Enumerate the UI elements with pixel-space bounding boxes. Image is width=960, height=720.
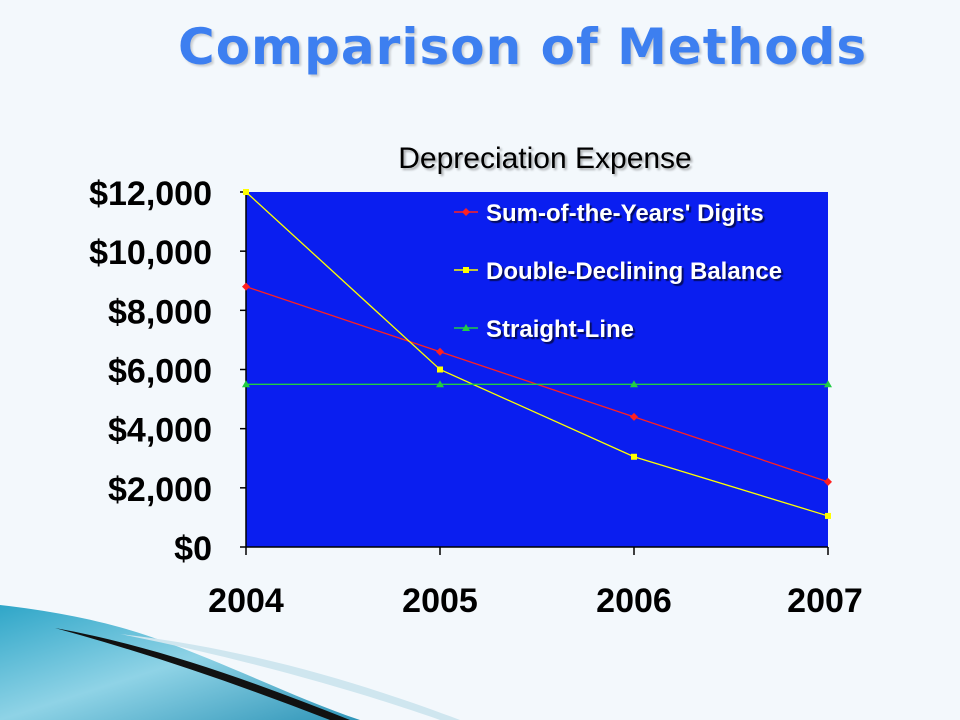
data-point-s0-0 — [242, 282, 250, 291]
legend-marker-0 — [462, 208, 470, 216]
x-tick-label: 2007 — [787, 582, 863, 620]
data-point-s2-2 — [630, 380, 638, 388]
series-line-1 — [245, 191, 829, 517]
data-point-s1-0 — [243, 189, 249, 195]
legend-marker-2 — [462, 324, 470, 331]
plot-area — [246, 192, 828, 547]
y-tick-label: $4,000 — [108, 412, 212, 450]
chart-title: Depreciation Expense — [398, 142, 692, 175]
y-tick-label: $6,000 — [108, 353, 212, 391]
y-tick-label: $2,000 — [108, 471, 212, 509]
slide-title: Comparison of Methods — [178, 18, 868, 76]
y-tick-label: $12,000 — [89, 175, 212, 213]
legend-label-1: Double-Declining Balance — [486, 258, 782, 285]
legend-label-2: Straight-Line — [486, 316, 634, 343]
legend-label-0: Sum-of-the-Years' Digits — [486, 200, 764, 227]
data-point-s1-2 — [631, 453, 637, 460]
y-tick-label: $8,000 — [108, 293, 212, 331]
data-point-s1-3 — [825, 512, 831, 519]
y-tick-label: $10,000 — [89, 234, 212, 272]
x-tick-label: 2005 — [402, 582, 478, 620]
legend-marker-1 — [463, 267, 469, 273]
data-point-s2-1 — [436, 380, 444, 388]
x-tick-label: 2006 — [596, 582, 672, 620]
data-point-s2-0 — [242, 380, 250, 388]
data-point-s2-3 — [824, 380, 832, 388]
data-point-s0-2 — [630, 412, 638, 421]
x-tick-label: 2004 — [208, 582, 284, 620]
y-tick-label: $0 — [174, 530, 212, 568]
data-point-s1-1 — [437, 366, 443, 373]
data-point-s0-1 — [436, 347, 444, 356]
data-point-s0-3 — [824, 477, 832, 486]
